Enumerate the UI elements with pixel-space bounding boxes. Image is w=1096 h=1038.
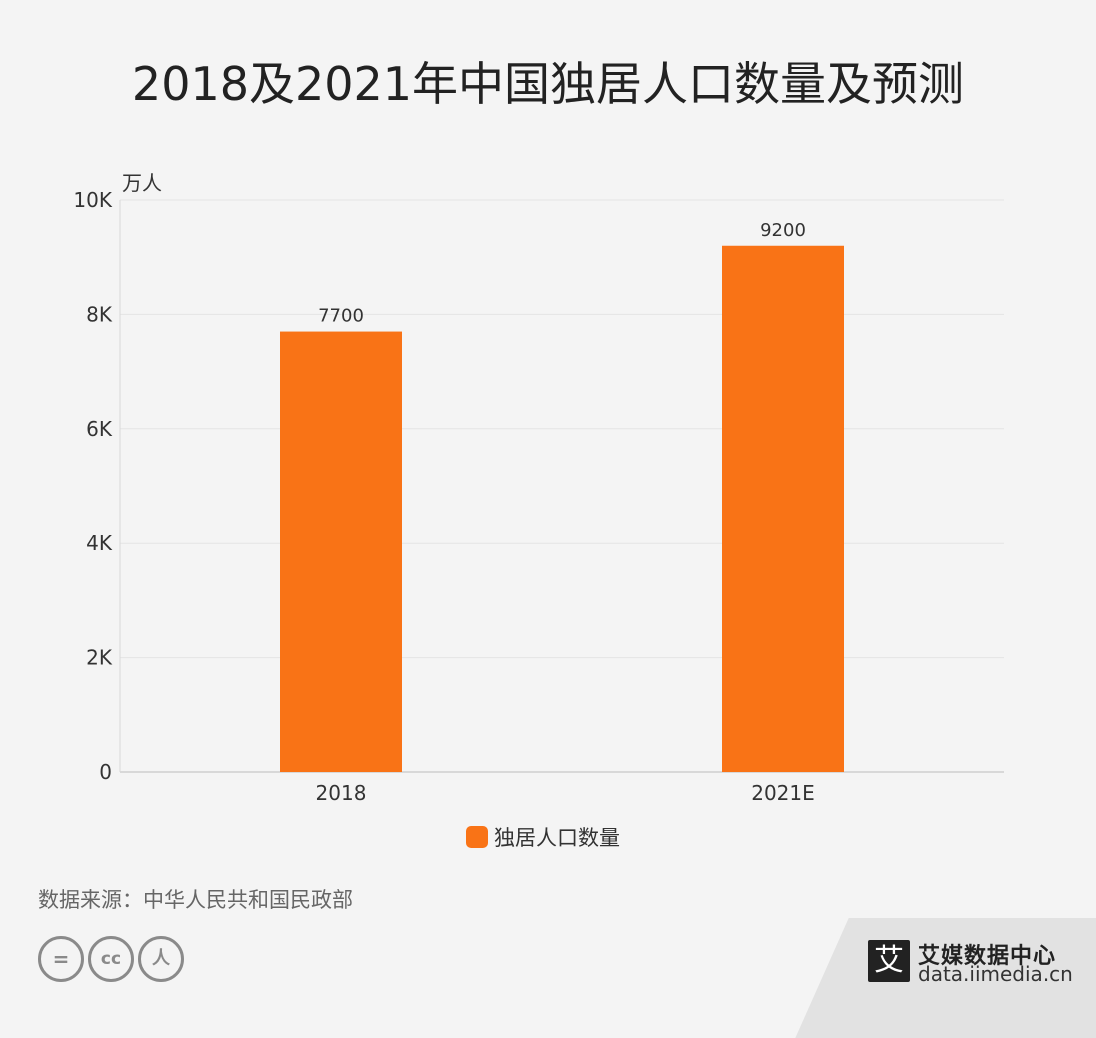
y-tick-label: 10K	[73, 188, 112, 212]
person-icon: 人	[138, 936, 184, 982]
bars: 7700 9200	[280, 220, 844, 772]
brand-logo-icon: 艾	[868, 940, 910, 982]
y-tick-label: 8K	[86, 302, 113, 326]
y-tick-label: 4K	[86, 531, 113, 555]
legend-label: 独居人口数量	[494, 826, 620, 850]
data-label: 9200	[760, 220, 806, 241]
y-tick-label: 6K	[86, 417, 113, 441]
y-tick-label: 2K	[86, 646, 113, 670]
bar	[722, 245, 844, 772]
y-tick-label: 0	[99, 760, 112, 784]
cc-icon: cc	[88, 936, 134, 982]
data-label: 7700	[318, 306, 364, 327]
bar-chart: 0 2K 4K 6K 8K 10K 万人 7700 9200 2018 2021E 独居人口数…	[73, 171, 1004, 850]
equals-icon: =	[38, 936, 84, 982]
x-axis-labels: 2018 2021E	[316, 781, 815, 805]
y-axis-ticks: 0 2K 4K 6K 8K 10K	[73, 188, 112, 784]
brand-url: data.iimedia.cn	[918, 962, 1073, 986]
legend-swatch	[466, 826, 488, 848]
gridlines	[119, 199, 1004, 773]
y-axis-unit-label: 万人	[122, 171, 162, 195]
bar	[280, 331, 402, 772]
legend: 独居人口数量	[466, 826, 620, 850]
chart-title: 2018及2021年中国独居人口数量及预测	[131, 57, 965, 111]
brand-name: 艾媒数据中心	[918, 944, 1057, 969]
x-tick-label: 2018	[316, 781, 367, 805]
x-tick-label: 2021E	[751, 781, 815, 805]
data-source: 数据来源：中华人民共和国民政部	[38, 888, 353, 912]
